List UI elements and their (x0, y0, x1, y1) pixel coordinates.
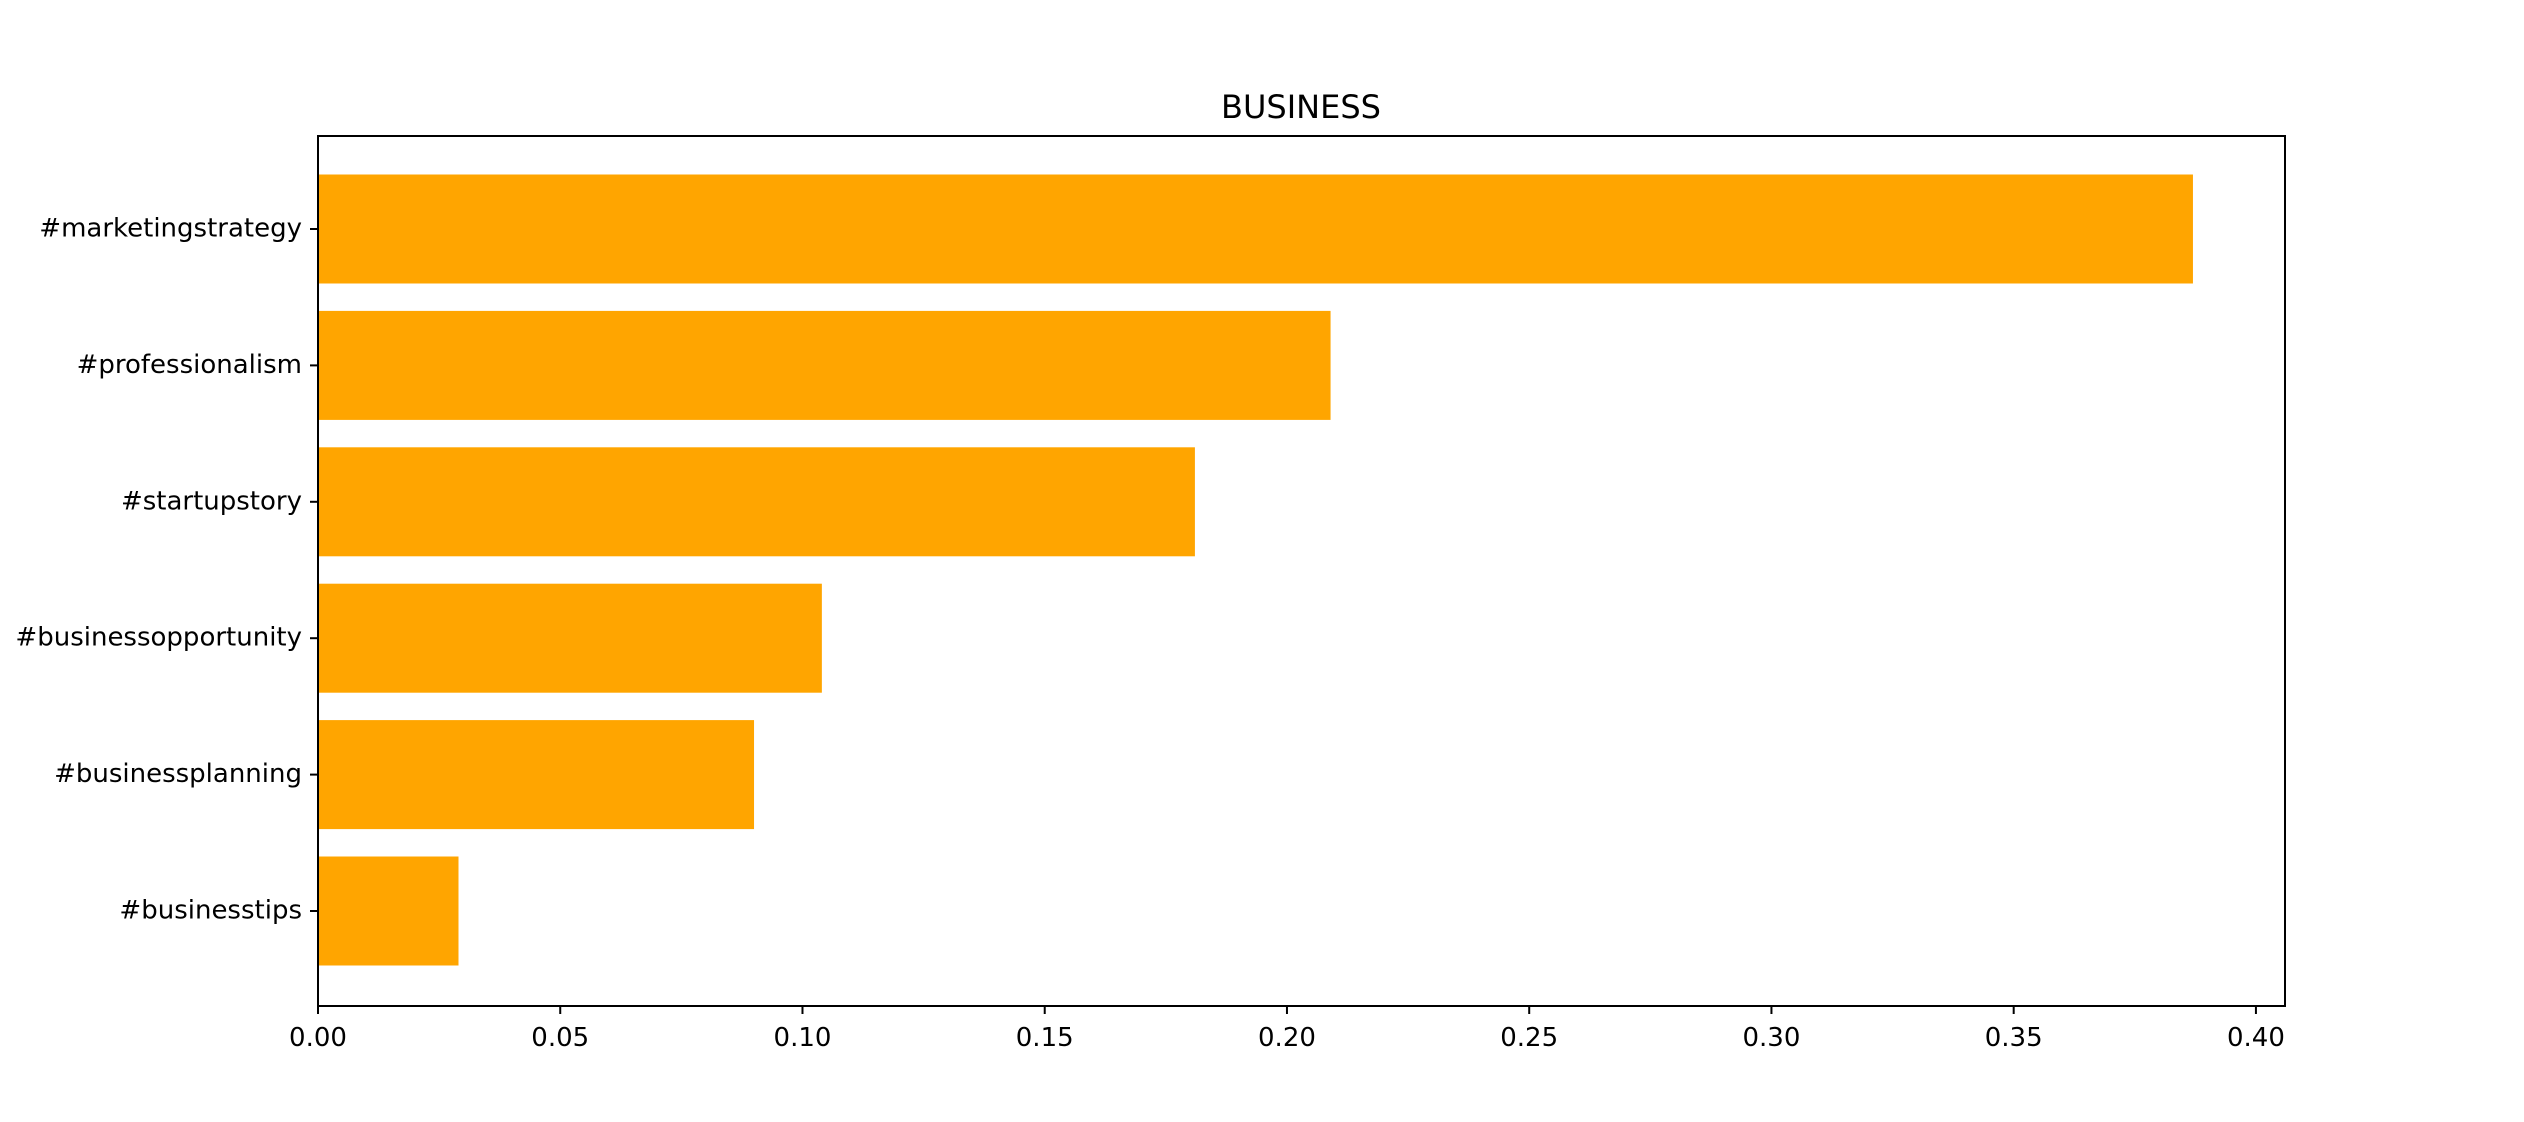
y-tick-label: #businessopportunity (15, 623, 302, 653)
x-tick-label: 0.15 (1016, 1023, 1074, 1053)
x-tick-label: 0.35 (1985, 1023, 2043, 1053)
x-tick-label: 0.25 (1500, 1023, 1558, 1053)
y-tick-label: #marketingstrategy (39, 214, 302, 244)
bar-businessopportunity (318, 583, 822, 693)
x-tick-label: 0.10 (774, 1023, 832, 1053)
x-tick-label: 0.30 (1743, 1023, 1801, 1053)
bar-businesstips (318, 856, 459, 966)
y-tick-label: #businesstips (119, 896, 302, 926)
x-axis-ticks: 0.00 0.05 0.10 0.15 0.20 0.25 0.30 0.35 0.40 (289, 1006, 2285, 1053)
y-tick-label: #professionalism (77, 350, 302, 380)
x-tick-label: 0.00 (289, 1023, 347, 1053)
bar-professionalism (318, 310, 1331, 420)
chart-title: BUSINESS (1221, 88, 1381, 126)
y-axis-ticks: #marketingstrategy #professionalism #start… (15, 214, 318, 926)
bar-marketingstrategy (318, 174, 2193, 284)
y-tick-label: #businessplanning (54, 759, 302, 789)
bar-businessplanning (318, 720, 755, 830)
x-tick-label: 0.20 (1258, 1023, 1316, 1053)
plot-frame (317, 135, 2286, 1007)
bar-startupstory (318, 447, 1195, 557)
y-tick-label: #startupstory (121, 486, 302, 516)
x-tick-label: 0.40 (2227, 1023, 2285, 1053)
x-tick-label: 0.05 (531, 1023, 589, 1053)
bars-group (318, 174, 2193, 966)
